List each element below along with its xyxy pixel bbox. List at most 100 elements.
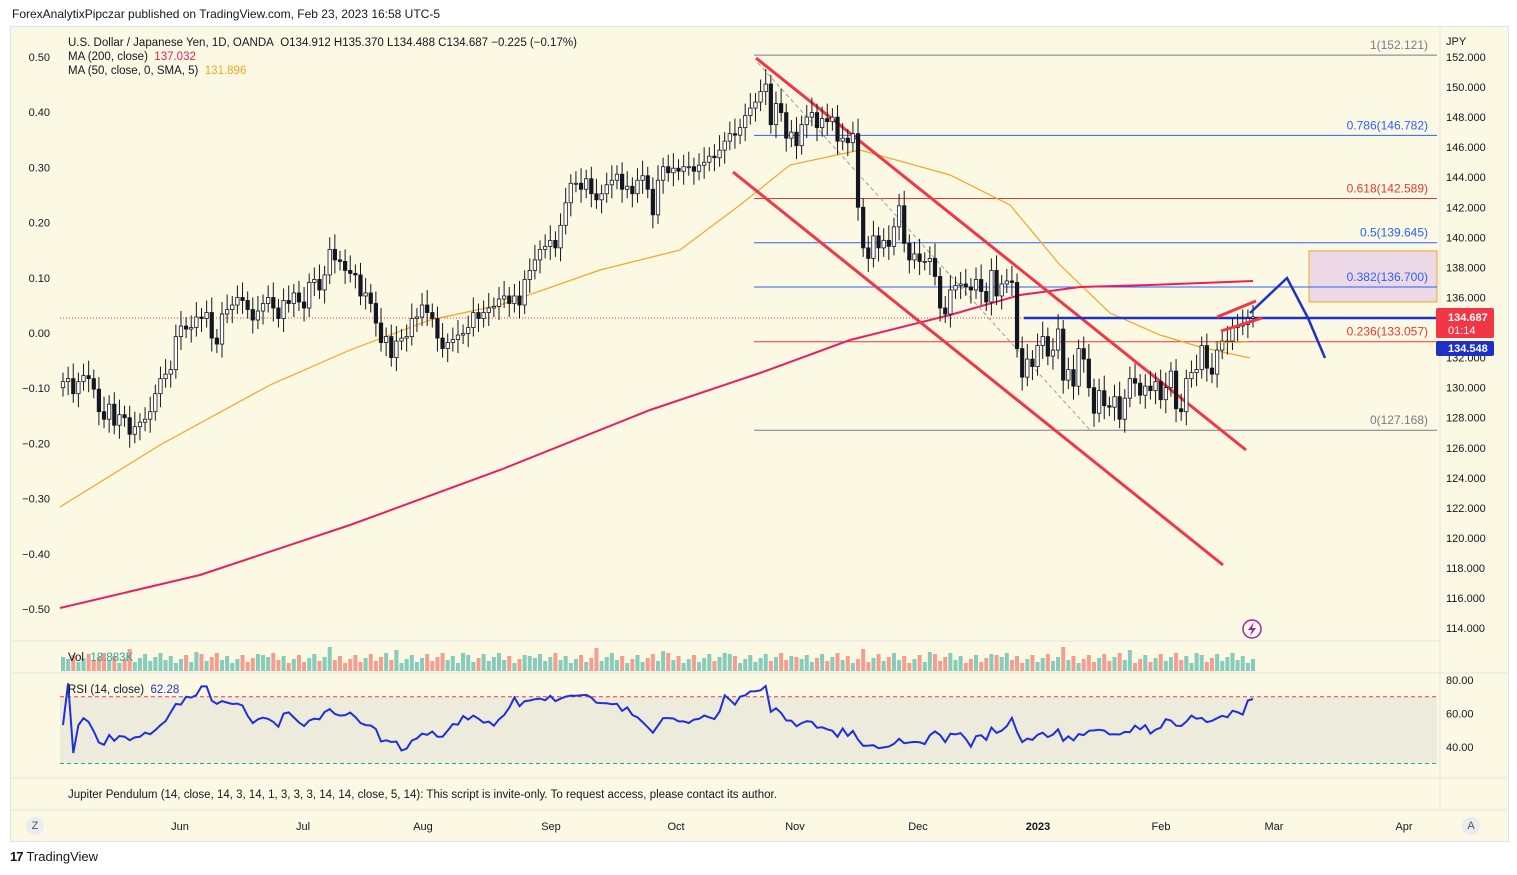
volume-bar — [948, 653, 953, 671]
log-scale-button[interactable]: Z — [26, 817, 44, 835]
candle-body — [773, 103, 779, 126]
candle-body — [1040, 336, 1045, 346]
volume-bar — [1076, 663, 1081, 671]
left-axis-tick: 0.00 — [29, 328, 50, 340]
volume-bar — [1030, 655, 1035, 671]
candle-body — [1030, 358, 1035, 368]
volume-bar — [379, 657, 384, 671]
candle-body — [584, 178, 589, 190]
auto-scale-button[interactable]: A — [1462, 817, 1480, 835]
volume-bar — [291, 659, 296, 671]
candle-body — [999, 283, 1004, 297]
price-axis-tick: 146.000 — [1446, 142, 1486, 154]
volume-bar — [784, 660, 789, 671]
volume-bar — [568, 663, 573, 671]
candle-body — [1045, 336, 1050, 357]
volume-bar — [999, 657, 1004, 671]
volume-bar — [66, 659, 71, 671]
chart-frame[interactable] — [10, 26, 1509, 842]
candle-body — [712, 155, 717, 159]
candle-body — [953, 285, 958, 291]
candle-body — [753, 101, 758, 109]
candle-body — [419, 304, 425, 318]
candle-body — [435, 318, 440, 339]
candle-body — [1148, 385, 1153, 392]
volume-bar — [979, 662, 984, 671]
candle-body — [732, 133, 738, 136]
candle-body — [301, 301, 307, 309]
volume-bar — [1204, 662, 1209, 671]
price-axis-tick: 126.000 — [1446, 443, 1486, 455]
candle-body — [1014, 282, 1020, 349]
candle-body — [440, 337, 445, 349]
volume-bar — [548, 657, 553, 671]
candle-body — [363, 292, 368, 297]
candle-body — [1158, 381, 1163, 401]
volume-bar — [794, 657, 799, 671]
candle-body — [840, 137, 845, 142]
volume-bar — [850, 663, 855, 671]
volume-bar — [255, 654, 260, 671]
legend-rsi: RSI (14, close) 62.28 — [68, 683, 179, 697]
volume-bar — [558, 660, 563, 671]
candle-body — [578, 182, 584, 190]
candle-body — [117, 414, 122, 426]
volume-bar — [394, 650, 399, 671]
volume-bar — [189, 662, 194, 671]
fib-level-label: 0.382(136.700) — [1347, 270, 1428, 284]
fib-level-label: 0.236(133.057) — [1347, 325, 1428, 339]
legend-vol-value: 18.883K — [90, 652, 134, 664]
volume-bar — [1225, 657, 1230, 671]
volume-bar — [296, 655, 301, 671]
tradingview-brand[interactable]: 17 TradingView — [10, 849, 98, 864]
candle-body — [666, 166, 671, 174]
volume-bar — [943, 657, 948, 671]
candle-body — [861, 206, 866, 249]
volume-bar — [579, 655, 584, 671]
volume-bar — [163, 660, 168, 671]
volume-bar — [430, 661, 435, 671]
volume-bar — [1045, 654, 1050, 671]
candle-body — [1143, 385, 1148, 396]
volume-bar — [107, 660, 112, 671]
candle-body — [902, 205, 907, 244]
legend-ma200-label: MA (200, close) — [68, 51, 148, 63]
volume-bar — [686, 659, 691, 671]
volume-bar — [307, 658, 312, 671]
candle-body — [194, 316, 199, 328]
candle-body — [1055, 328, 1061, 351]
candle-body — [132, 426, 137, 435]
candle-body — [184, 325, 189, 330]
candle-body — [758, 91, 763, 103]
candle-body — [122, 414, 127, 419]
volume-bar — [1199, 655, 1204, 671]
candle-body — [825, 118, 830, 123]
volume-bar — [1127, 650, 1132, 671]
volume-bar — [1107, 661, 1112, 671]
candle-body — [1173, 370, 1179, 410]
volume-bar — [1138, 659, 1143, 671]
volume-bar — [1153, 658, 1158, 671]
volume-bar — [1102, 654, 1107, 671]
candle-body — [655, 179, 661, 216]
volume-bar — [358, 662, 363, 671]
time-axis-tick: Dec — [908, 821, 928, 833]
candle-body — [640, 175, 645, 181]
volume-bar — [758, 658, 763, 671]
candle-body — [394, 340, 399, 358]
volume-bar — [409, 655, 414, 671]
volume-bar — [968, 659, 973, 671]
candle-body — [1230, 327, 1235, 342]
candle-body — [266, 297, 271, 304]
volume-bar — [491, 657, 496, 671]
volume-bar — [466, 655, 471, 671]
volume-bar — [1020, 663, 1025, 671]
volume-bar — [399, 663, 404, 671]
volume-bar — [1097, 658, 1102, 671]
volume-bar — [327, 647, 332, 671]
candle-body — [384, 336, 389, 343]
candle-body — [76, 381, 81, 395]
candle-body — [522, 279, 527, 306]
volume-bar — [450, 656, 455, 671]
